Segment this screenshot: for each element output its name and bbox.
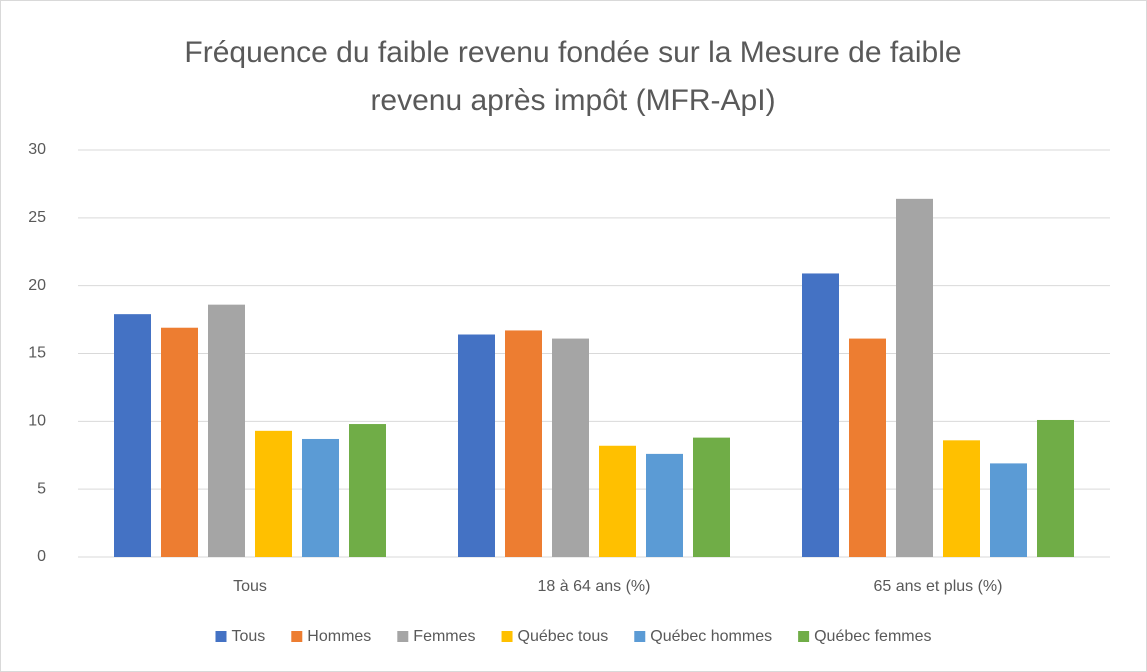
bar (505, 330, 542, 557)
y-tick-label: 30 (28, 141, 46, 158)
bar (302, 438, 339, 557)
y-tick-label: 15 (28, 345, 46, 362)
legend-label: Tous (231, 628, 265, 645)
legend-label: Femmes (413, 628, 475, 645)
y-tick-label: 10 (28, 413, 46, 430)
x-tick-label: Tous (233, 578, 267, 595)
legend-swatch (634, 631, 646, 642)
bar (693, 437, 730, 557)
bar (990, 463, 1027, 557)
legend-swatch (397, 631, 409, 642)
legend-label: Québec hommes (650, 628, 772, 645)
bar (599, 445, 636, 557)
bar (349, 424, 386, 557)
x-tick-label: 18 à 64 ans (%) (538, 578, 651, 595)
bar (114, 314, 151, 557)
bar (161, 327, 198, 557)
legend-swatch (501, 631, 513, 642)
bar (208, 304, 245, 557)
bar (943, 440, 980, 557)
legend-label: Québec femmes (814, 628, 931, 645)
chart-title: Fréquence du faible revenu fondée sur la… (184, 36, 961, 69)
legend-swatch (215, 631, 227, 642)
bar (1037, 419, 1074, 557)
bar (552, 338, 589, 557)
legend-swatch (798, 631, 810, 642)
bar (802, 273, 839, 557)
legend-swatch (291, 631, 303, 642)
legend-label: Hommes (307, 628, 371, 645)
y-tick-label: 5 (37, 480, 46, 497)
chart-title: revenu après impôt (MFR-ApI) (370, 84, 775, 117)
y-tick-label: 20 (28, 277, 46, 294)
legend-label: Québec tous (518, 628, 609, 645)
x-tick-label: 65 ans et plus (%) (874, 578, 1003, 595)
bar (458, 334, 495, 557)
bar (646, 453, 683, 557)
y-tick-label: 0 (37, 548, 46, 565)
bar (896, 198, 933, 557)
bar (255, 430, 292, 557)
y-tick-label: 25 (28, 209, 46, 226)
bar (849, 338, 886, 557)
